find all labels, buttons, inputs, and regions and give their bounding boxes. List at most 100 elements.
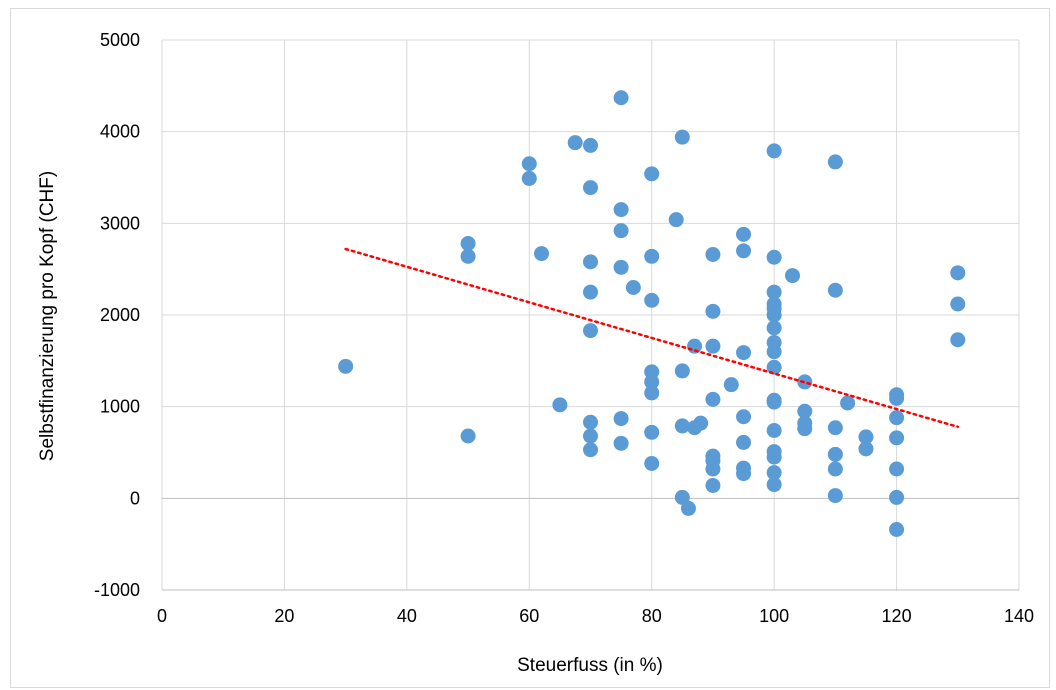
data-point: [889, 430, 905, 446]
data-point: [950, 265, 966, 281]
data-point: [736, 409, 752, 425]
data-point: [736, 226, 752, 242]
x-tick-label: 20: [274, 606, 294, 626]
data-point: [705, 478, 721, 493]
y-tick-label: 5000: [100, 30, 140, 50]
data-point: [705, 338, 721, 354]
data-point: [723, 377, 739, 393]
data-point: [521, 170, 537, 186]
data-point: [674, 489, 690, 505]
trendline: [344, 247, 960, 429]
data-point: [613, 259, 629, 275]
data-point: [567, 135, 583, 151]
data-point: [644, 292, 660, 308]
data-point: [766, 465, 782, 481]
data-point: [827, 488, 843, 504]
data-point: [613, 90, 629, 106]
data-point: [889, 522, 905, 537]
data-point: [797, 403, 813, 419]
data-point: [693, 415, 709, 431]
data-point: [521, 156, 537, 172]
data-point: [950, 296, 966, 312]
data-point: [797, 421, 813, 437]
data-point: [889, 489, 905, 505]
y-axis-title: Selbstfinanzierung pro Kopf (CHF): [37, 171, 58, 461]
data-point: [766, 307, 782, 323]
data-point: [460, 248, 476, 264]
data-point: [827, 461, 843, 477]
data-point: [889, 410, 905, 426]
x-tick-label: 120: [882, 606, 912, 626]
data-point: [644, 424, 660, 440]
x-axis-tick-labels: 0 20 40 60 80 100 120 140: [157, 606, 1034, 626]
data-point: [674, 418, 690, 434]
data-point: [827, 154, 843, 170]
data-point: [534, 246, 550, 262]
data-point: [644, 374, 660, 390]
data-point: [613, 435, 629, 451]
data-point: [583, 284, 598, 300]
data-point: [583, 254, 598, 270]
data-point: [583, 323, 598, 339]
data-point: [889, 461, 905, 477]
data-point: [583, 442, 598, 458]
data-point: [736, 466, 752, 482]
data-point: [613, 223, 629, 239]
data-point: [613, 202, 629, 218]
data-point: [674, 129, 690, 145]
data-point: [766, 423, 782, 438]
data-point: [680, 500, 696, 516]
data-point: [858, 441, 874, 457]
data-point: [736, 243, 752, 259]
x-tick-label: 80: [642, 606, 662, 626]
data-point: [613, 411, 629, 427]
data-point: [668, 212, 684, 228]
y-tick-label: 0: [130, 488, 140, 508]
data-point: [460, 428, 476, 444]
x-tick-label: 0: [157, 606, 167, 626]
y-tick-label: 4000: [100, 122, 140, 142]
y-tick-label: -1000: [94, 580, 140, 600]
data-point: [766, 249, 782, 265]
chart-frame: [10, 8, 1050, 688]
data-point: [583, 137, 598, 153]
data-point: [674, 363, 690, 379]
data-point: [644, 166, 660, 182]
data-point: [552, 397, 568, 413]
x-tick-label: 40: [397, 606, 417, 626]
data-point: [460, 236, 476, 251]
data-point: [705, 461, 721, 477]
data-point: [827, 282, 843, 298]
data-point: [644, 385, 660, 401]
data-point: [766, 477, 782, 493]
x-tick-label: 140: [1004, 606, 1034, 626]
data-point: [766, 284, 782, 300]
data-point: [766, 143, 782, 159]
data-point: [583, 428, 598, 444]
data-point: [766, 359, 782, 375]
x-tick-label: 100: [759, 606, 789, 626]
data-point: [583, 180, 598, 196]
data-point: [705, 247, 721, 262]
data-point: [705, 391, 721, 407]
data-point: [840, 395, 856, 411]
data-point: [766, 320, 782, 336]
x-axis-title: Steuerfuss (in %): [517, 655, 663, 676]
y-tick-label: 2000: [100, 305, 140, 325]
data-point: [736, 434, 752, 450]
data-point: [625, 280, 641, 295]
y-tick-label: 1000: [100, 397, 140, 417]
x-tick-label: 60: [519, 606, 539, 626]
data-point: [766, 394, 782, 410]
data-point: [858, 429, 874, 445]
data-points: [338, 90, 966, 537]
data-point: [644, 248, 660, 264]
data-point: [766, 449, 782, 465]
gridlines: [161, 39, 1020, 591]
data-point: [889, 390, 905, 406]
data-point: [827, 420, 843, 436]
data-point: [705, 303, 721, 319]
data-point: [644, 456, 660, 471]
data-point: [338, 358, 354, 374]
